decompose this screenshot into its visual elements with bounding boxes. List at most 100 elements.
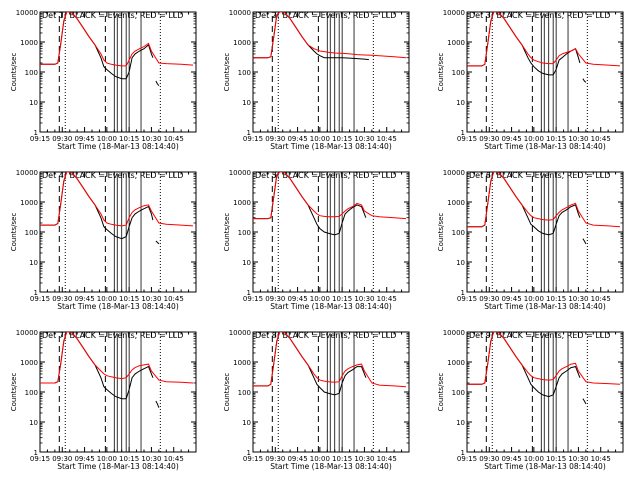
y-tick-label: 10000 — [16, 329, 38, 337]
x-tick-label: 09:30 — [265, 135, 285, 143]
y-tick-label: 10 — [456, 99, 465, 107]
detector-panel-7: Det 7( BLACK = Events, RED = LLD 1 10 100 10… — [10, 329, 197, 471]
events-tail-line — [582, 78, 587, 83]
y-tick-label: 100 — [238, 389, 251, 397]
y-tick-label: 100 — [25, 69, 38, 77]
x-tick-label: 09:15 — [457, 135, 477, 143]
panel-title: Det 4( BLACK = Events, RED = LLD — [42, 171, 183, 180]
x-tick-label: 09:15 — [457, 455, 477, 463]
lld-series-line — [467, 172, 621, 228]
x-tick-label: 09:45 — [74, 455, 94, 463]
y-tick-label: 100 — [25, 229, 38, 237]
x-tick-label: 10:15 — [546, 135, 566, 143]
lld-series-line — [467, 12, 621, 67]
events-tail-line — [582, 398, 587, 405]
x-tick-label: 10:15 — [119, 295, 139, 303]
y-tick-label: 1000 — [233, 199, 251, 207]
x-tick-label: 10:45 — [164, 455, 184, 463]
panel-title: Det 8( BLACK = Events, RED = LLD — [255, 331, 396, 340]
y-axis-label: Counts/sec — [223, 53, 231, 92]
panel-title: Det 2( BLACK = Events, RED = LLD — [255, 11, 396, 20]
x-axis-label: Start Time (18-Mar-13 08:14:40) — [270, 302, 392, 311]
y-tick-label: 1 — [461, 129, 465, 137]
x-tick-label: 10:30 — [354, 295, 374, 303]
y-tick-label: 100 — [452, 389, 465, 397]
y-tick-label: 10000 — [229, 169, 251, 177]
detector-panel-2: Det 2( BLACK = Events, RED = LLD 1 10 100 10… — [223, 9, 410, 151]
y-tick-label: 1000 — [447, 39, 465, 47]
detector-panel-1: Det 1( BLACK = Events, RED = LLD 1 10 100 10… — [10, 9, 197, 151]
lld-series-line — [467, 332, 621, 385]
events-series-line — [40, 332, 154, 400]
lld-series-line — [40, 172, 194, 227]
y-tick-label: 10000 — [443, 9, 465, 17]
y-tick-label: 1 — [461, 449, 465, 457]
x-tick-label: 10:45 — [591, 455, 611, 463]
x-tick-label: 09:45 — [501, 295, 521, 303]
detector-panel-9: Det 9( BLACK = Events, RED = LLD 1 10 100 10… — [437, 329, 624, 471]
x-tick-label: 09:15 — [30, 455, 50, 463]
y-axis-label: Counts/sec — [437, 213, 445, 252]
y-tick-label: 10000 — [229, 329, 251, 337]
events-tail-line — [155, 400, 160, 408]
y-tick-label: 10000 — [16, 9, 38, 17]
events-series-line — [467, 332, 581, 398]
plot-frame — [466, 171, 624, 293]
lld-series-line — [253, 172, 407, 220]
lld-series-line — [253, 12, 407, 59]
events-series-line — [253, 172, 367, 236]
x-tick-label: 10:30 — [568, 295, 588, 303]
plot-frame — [39, 11, 197, 133]
x-axis-label: Start Time (18-Mar-13 08:14:40) — [484, 462, 606, 471]
y-axis-label: Counts/sec — [10, 213, 18, 252]
panel-title: Det 9( BLACK = Events, RED = LLD — [469, 331, 610, 340]
y-tick-label: 1 — [247, 129, 251, 137]
y-tick-label: 100 — [452, 229, 465, 237]
x-tick-label: 10:30 — [354, 135, 374, 143]
y-axis-label: Counts/sec — [223, 213, 231, 252]
panel-title: Det 7( BLACK = Events, RED = LLD — [42, 331, 183, 340]
x-tick-label: 10:15 — [332, 295, 352, 303]
x-tick-label: 10:00 — [310, 295, 330, 303]
y-axis-label: Counts/sec — [437, 53, 445, 92]
x-tick-label: 10:00 — [310, 135, 330, 143]
x-tick-label: 09:45 — [501, 455, 521, 463]
x-tick-label: 10:15 — [119, 455, 139, 463]
x-tick-label: 10:45 — [377, 135, 397, 143]
x-tick-label: 10:00 — [524, 455, 544, 463]
x-tick-label: 10:30 — [568, 135, 588, 143]
x-tick-label: 10:00 — [524, 135, 544, 143]
y-tick-label: 1000 — [233, 359, 251, 367]
x-tick-label: 09:15 — [30, 135, 50, 143]
x-tick-label: 09:15 — [243, 135, 263, 143]
x-tick-label: 10:15 — [546, 295, 566, 303]
y-tick-label: 10 — [456, 259, 465, 267]
y-tick-label: 1000 — [20, 199, 38, 207]
detector-panel-4: Det 4( BLACK = Events, RED = LLD 1 10 100 10… — [10, 169, 197, 311]
x-tick-label: 09:15 — [457, 295, 477, 303]
x-tick-label: 09:15 — [243, 455, 263, 463]
x-tick-label: 09:15 — [243, 295, 263, 303]
events-series-line — [467, 12, 581, 76]
x-tick-label: 10:45 — [377, 455, 397, 463]
x-tick-label: 10:15 — [332, 135, 352, 143]
y-tick-label: 1000 — [233, 39, 251, 47]
panel-title: Det 6( BLACK = Events, RED = LLD — [469, 171, 610, 180]
y-tick-label: 100 — [238, 69, 251, 77]
y-tick-label: 10 — [242, 259, 251, 267]
x-tick-label: 09:45 — [501, 135, 521, 143]
x-tick-label: 10:30 — [354, 455, 374, 463]
y-tick-label: 10000 — [229, 9, 251, 17]
x-tick-label: 09:30 — [52, 455, 72, 463]
panel-title: Det 5( BLACK = Events, RED = LLD — [255, 171, 396, 180]
x-tick-label: 10:30 — [141, 135, 161, 143]
x-tick-label: 10:00 — [310, 455, 330, 463]
y-axis-label: Counts/sec — [10, 373, 18, 412]
x-tick-label: 10:00 — [97, 135, 117, 143]
x-tick-label: 09:45 — [74, 135, 94, 143]
x-axis-label: Start Time (18-Mar-13 08:14:40) — [484, 142, 606, 151]
detector-panel-8: Det 8( BLACK = Events, RED = LLD 1 10 100 10… — [223, 329, 410, 471]
x-axis-label: Start Time (18-Mar-13 08:14:40) — [484, 302, 606, 311]
x-tick-label: 09:30 — [52, 295, 72, 303]
